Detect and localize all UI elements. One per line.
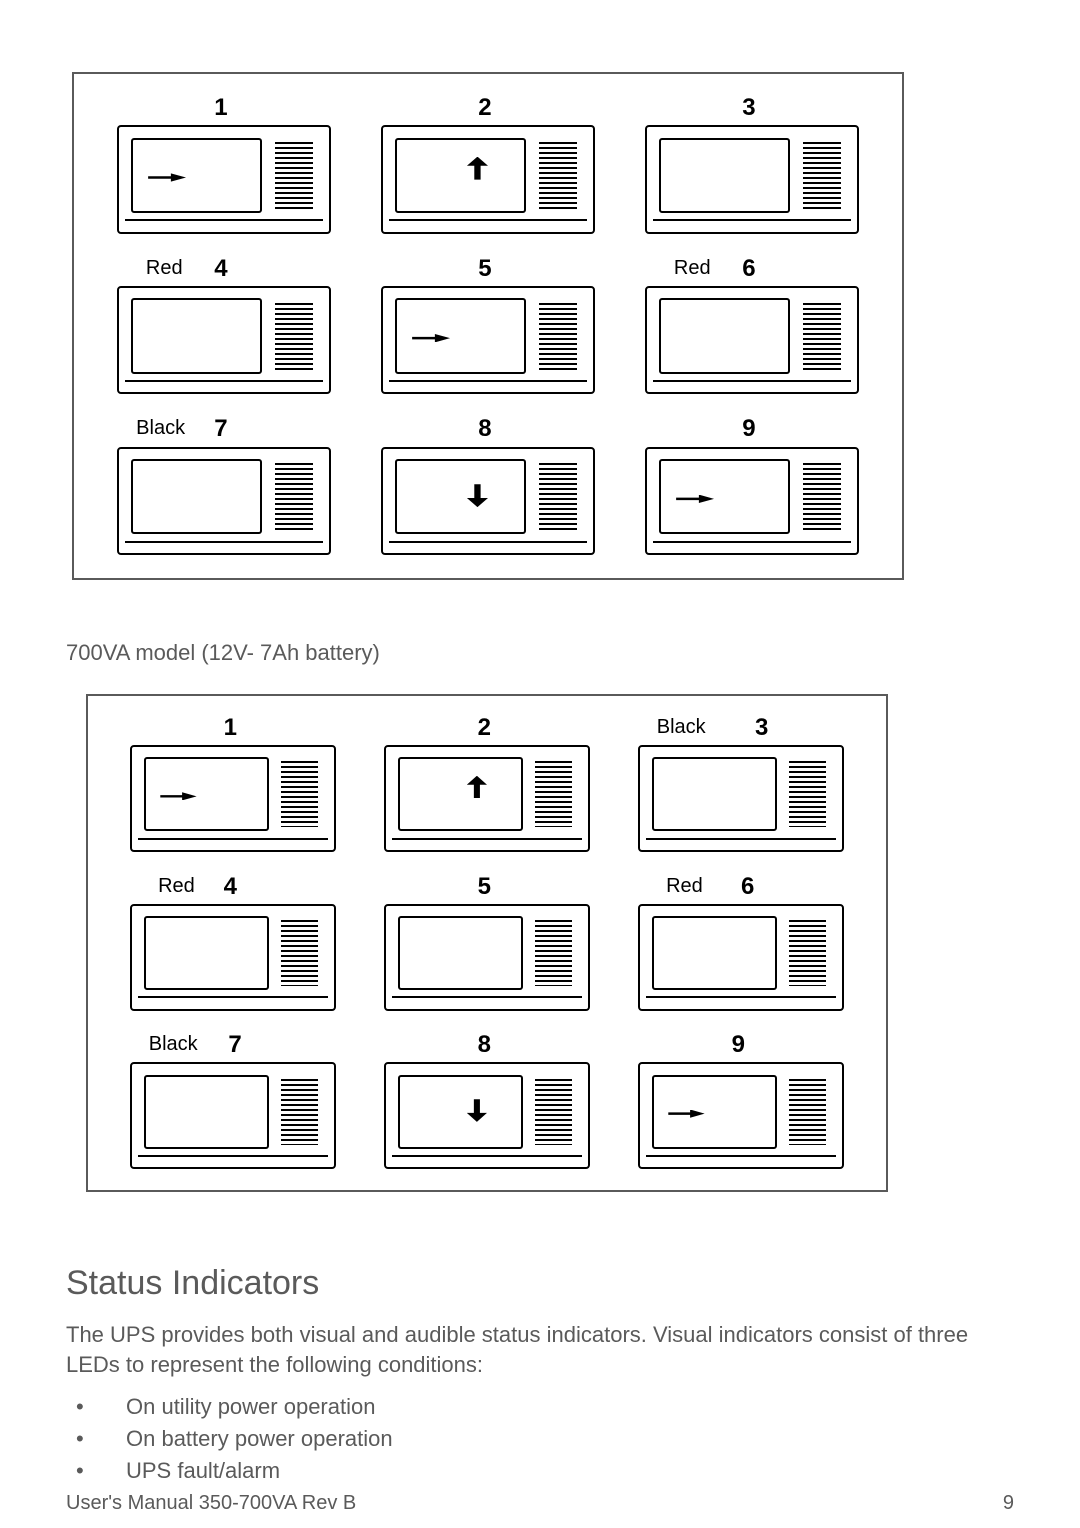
device-icon <box>117 125 332 233</box>
diagram-step: 3 <box>630 94 874 237</box>
device-icon <box>638 745 844 852</box>
list-item-text: UPS fault/alarm <box>126 1458 1014 1484</box>
diagram-step: 8 <box>370 1031 604 1172</box>
diagram-step: 5 <box>370 873 604 1014</box>
device-icon <box>117 286 332 394</box>
step-number: 2 <box>478 714 491 742</box>
figure-top: 1 2 3 Red 4 <box>72 72 904 580</box>
device-icon <box>381 125 596 233</box>
diagram-step: Red 6 <box>624 873 858 1014</box>
device-icon <box>384 1062 590 1169</box>
list-item: • UPS fault/alarm <box>66 1458 1014 1484</box>
device-icon <box>381 286 596 394</box>
step-number: 8 <box>478 415 491 443</box>
section-heading: Status Indicators <box>66 1264 319 1303</box>
diagram-step: Red 4 <box>116 873 350 1014</box>
diagram-step: Red 4 <box>102 255 346 398</box>
step-number: 1 <box>214 94 227 122</box>
device-icon <box>384 904 590 1011</box>
diagram-step: 5 <box>366 255 610 398</box>
diagram-step: Black 7 <box>102 415 346 558</box>
device-icon <box>645 125 860 233</box>
document-page: 1 2 3 Red 4 <box>0 0 1080 1528</box>
device-icon <box>645 447 860 555</box>
step-number: 5 <box>478 255 491 283</box>
figure-bottom: 1 2 Black 3 Red <box>86 694 888 1192</box>
diagram-step: 2 <box>366 94 610 237</box>
step-number: 4 <box>224 873 237 901</box>
device-icon <box>638 1062 844 1169</box>
device-icon <box>381 447 596 555</box>
step-number: 9 <box>742 415 755 443</box>
figure-caption: 700VA model (12V- 7Ah battery) <box>66 640 380 666</box>
step-number: 6 <box>742 255 755 283</box>
step-tag: Red <box>146 257 183 280</box>
step-tag: Black <box>149 1033 198 1056</box>
device-icon <box>130 1062 336 1169</box>
diagram-step: 1 <box>102 94 346 237</box>
step-tag: Red <box>158 875 195 898</box>
footer-left: User's Manual 350-700VA Rev B <box>66 1492 356 1515</box>
diagram-step: Black 3 <box>624 714 858 855</box>
step-number: 5 <box>478 873 491 901</box>
list-item-text: On battery power operation <box>126 1426 1014 1452</box>
diagram-step: 9 <box>624 1031 858 1172</box>
bullet-icon: • <box>66 1394 126 1420</box>
step-number: 8 <box>478 1031 491 1059</box>
list-item: • On battery power operation <box>66 1426 1014 1452</box>
device-icon <box>117 447 332 555</box>
step-number: 7 <box>214 415 227 443</box>
diagram-step: 1 <box>116 714 350 855</box>
device-icon <box>638 904 844 1011</box>
list-item: • On utility power operation <box>66 1394 1014 1420</box>
figure-top-grid: 1 2 3 Red 4 <box>102 94 874 558</box>
step-number: 9 <box>732 1031 745 1059</box>
list-item-text: On utility power operation <box>126 1394 1014 1420</box>
step-number: 4 <box>214 255 227 283</box>
step-tag: Red <box>674 257 711 280</box>
bullet-icon: • <box>66 1426 126 1452</box>
diagram-step: 2 <box>370 714 604 855</box>
step-tag: Red <box>666 875 703 898</box>
diagram-step: Black 7 <box>116 1031 350 1172</box>
diagram-step: 8 <box>366 415 610 558</box>
device-icon <box>130 904 336 1011</box>
bullet-icon: • <box>66 1458 126 1484</box>
step-number: 3 <box>755 714 768 742</box>
diagram-step: Red 6 <box>630 255 874 398</box>
step-tag: Black <box>136 417 185 440</box>
step-number: 7 <box>228 1031 241 1059</box>
footer-page-number: 9 <box>1003 1492 1014 1515</box>
device-icon <box>645 286 860 394</box>
device-icon <box>384 745 590 852</box>
step-number: 6 <box>741 873 754 901</box>
step-tag: Black <box>657 716 706 739</box>
body-paragraph: The UPS provides both visual and audible… <box>66 1320 1014 1379</box>
step-number: 3 <box>742 94 755 122</box>
step-number: 2 <box>478 94 491 122</box>
diagram-step: 9 <box>630 415 874 558</box>
device-icon <box>130 745 336 852</box>
bullet-list: • On utility power operation • On batter… <box>66 1394 1014 1490</box>
step-number: 1 <box>224 714 237 742</box>
figure-bottom-grid: 1 2 Black 3 Red <box>116 714 858 1172</box>
